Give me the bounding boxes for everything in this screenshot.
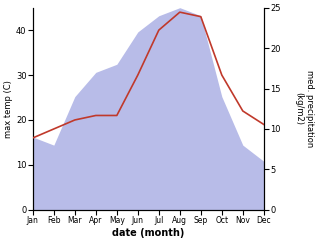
X-axis label: date (month): date (month)	[112, 228, 184, 238]
Y-axis label: med. precipitation
(kg/m2): med. precipitation (kg/m2)	[294, 70, 314, 147]
Y-axis label: max temp (C): max temp (C)	[4, 80, 13, 138]
